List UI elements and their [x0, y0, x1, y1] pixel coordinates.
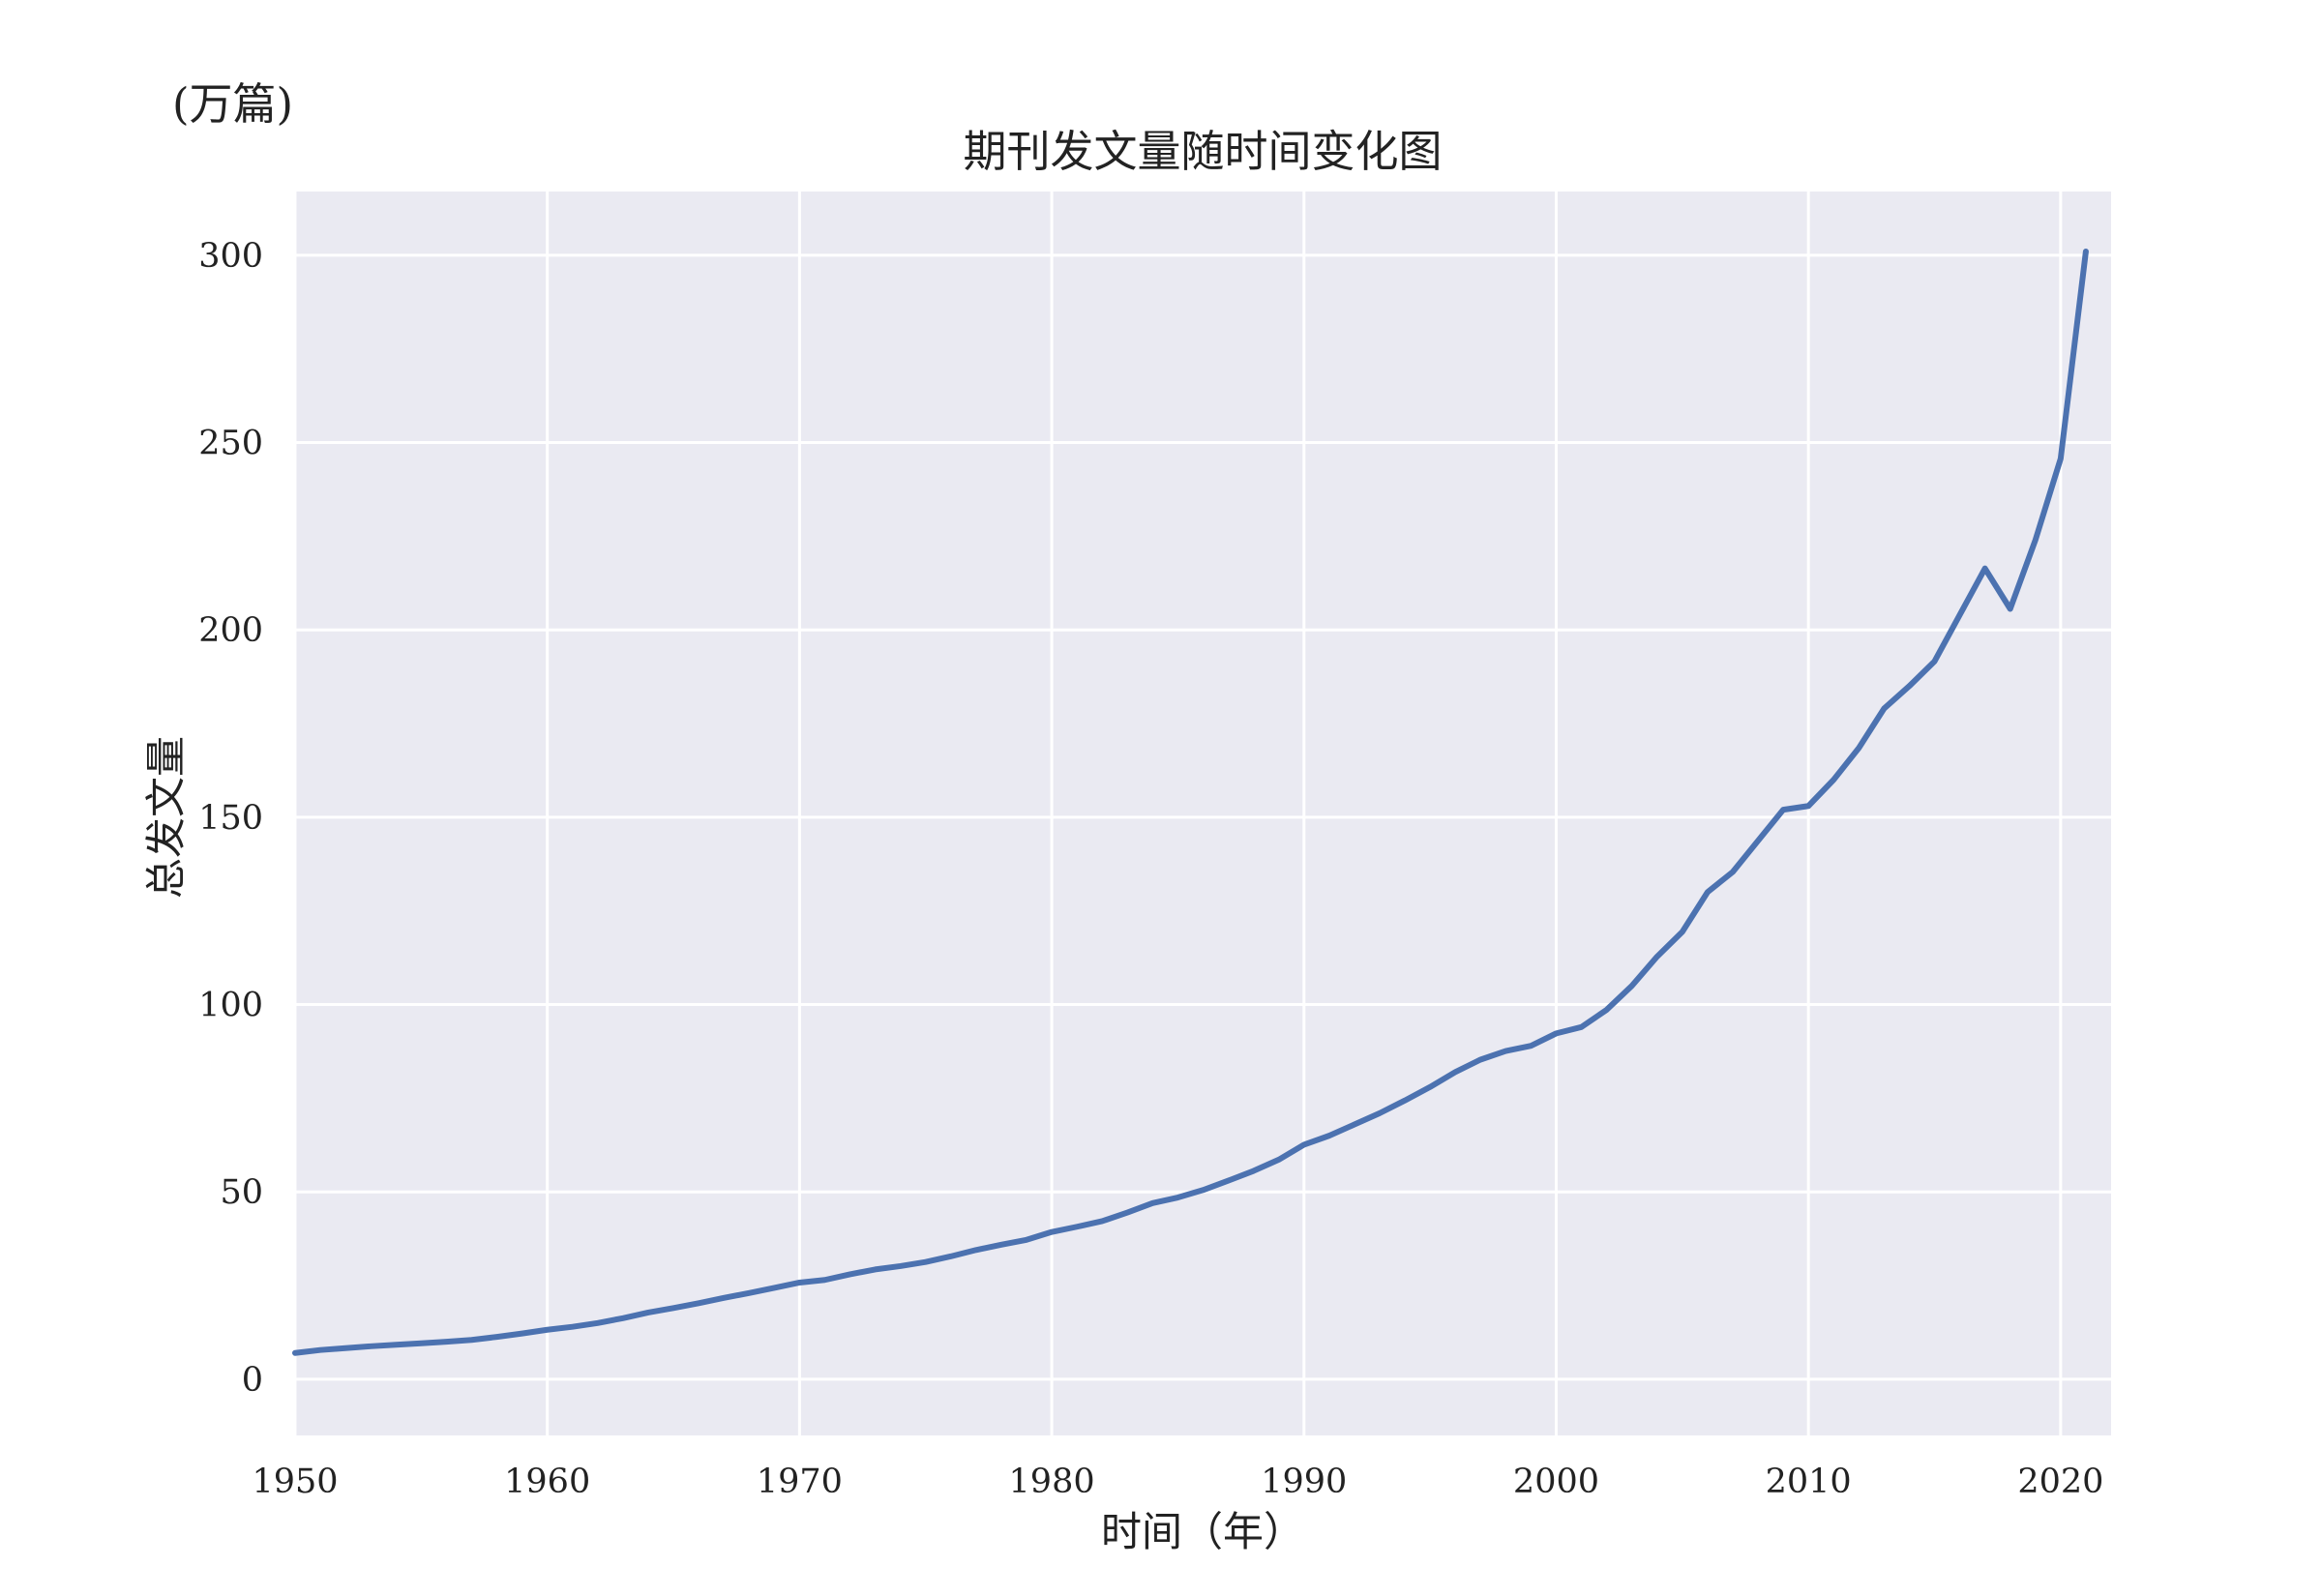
unit-label: (万篇)	[172, 78, 293, 130]
series-line-0	[292, 248, 2089, 1356]
x-tick-label: 2000	[1513, 1463, 1599, 1501]
y-tick-label: 150	[198, 799, 263, 838]
y-tick-labels: 0 50 100 150 200 250 300	[198, 237, 263, 1400]
x-axis-label: 时间（年）	[1101, 1508, 1304, 1555]
y-axis-label: 总发文量	[142, 736, 190, 899]
x-tick-labels: 1950 1960 1970 1980 1990 2000 2010 2020	[252, 1463, 2103, 1501]
grid-lines	[293, 192, 2111, 1435]
x-tick-label: 1950	[252, 1463, 338, 1501]
x-tick-label: 1960	[504, 1463, 590, 1501]
x-tick-label: 1990	[1261, 1463, 1347, 1501]
x-tick-label: 1980	[1009, 1463, 1095, 1501]
y-tick-label: 50	[220, 1173, 263, 1212]
chart-title: 期刊发文量随时间变化图	[963, 126, 1442, 177]
x-tick-label: 1970	[757, 1463, 843, 1501]
x-tick-label: 2010	[1766, 1463, 1852, 1501]
x-tick-label: 2020	[2017, 1463, 2103, 1501]
y-tick-label: 250	[198, 425, 263, 463]
y-tick-label: 0	[242, 1361, 263, 1400]
plot-background	[295, 192, 2111, 1435]
y-tick-label: 100	[198, 987, 263, 1025]
y-tick-label: 200	[198, 611, 263, 650]
y-tick-label: 300	[198, 237, 263, 276]
series-layer	[292, 248, 2089, 1356]
